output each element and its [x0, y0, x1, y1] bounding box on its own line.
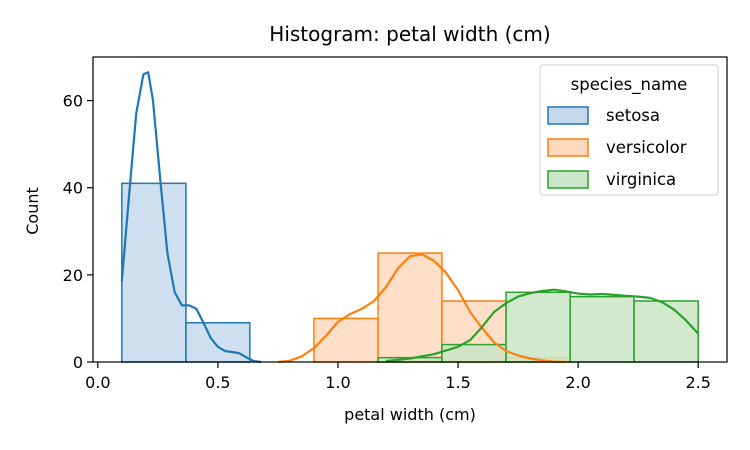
kde-line-versicolor	[277, 253, 567, 364]
kde-line-setosa	[120, 71, 262, 364]
bar-versicolor	[313, 317, 379, 363]
legend-box	[539, 64, 719, 196]
bar-virginica	[633, 300, 699, 363]
bar-virginica	[441, 343, 507, 363]
legend-label-versicolor: versicolor	[606, 138, 687, 157]
x-tick-label: 2.0	[565, 373, 590, 392]
axes: 0.0 0.5 1.0 1.5 2.0 2.5 0 20 40 60	[63, 92, 711, 392]
legend-swatch-setosa	[547, 106, 589, 125]
legend-label-setosa: setosa	[606, 106, 660, 125]
y-tick-label: 40	[63, 179, 83, 198]
legend-swatch-virginica	[547, 170, 589, 189]
legend-swatch-versicolor	[547, 138, 589, 157]
kde-line-virginica	[385, 288, 700, 363]
y-tick-label: 0	[73, 353, 83, 372]
plot-frame	[92, 56, 728, 363]
series-setosa-bars	[121, 182, 251, 363]
bar-setosa	[121, 182, 187, 363]
y-axis-title: Count	[23, 187, 42, 235]
legend-title: species_name	[571, 75, 688, 95]
plot-area	[120, 71, 700, 364]
x-tick-label: 1.0	[325, 373, 350, 392]
bar-virginica	[505, 291, 571, 363]
x-tick-label: 2.5	[685, 373, 710, 392]
bar-virginica	[569, 295, 635, 363]
y-tick-label: 20	[63, 266, 83, 285]
x-tick-label: 1.5	[445, 373, 470, 392]
bar-versicolor	[377, 252, 443, 363]
legend-label-virginica: virginica	[606, 170, 676, 189]
x-axis-title: petal width (cm)	[344, 405, 476, 424]
series-virginica-bars	[377, 291, 699, 363]
x-tick-label: 0.0	[85, 373, 110, 392]
y-tick-label: 60	[63, 92, 83, 111]
x-tick-label: 0.5	[205, 373, 230, 392]
chart-title: Histogram: petal width (cm)	[269, 22, 550, 46]
bar-setosa	[185, 322, 251, 363]
